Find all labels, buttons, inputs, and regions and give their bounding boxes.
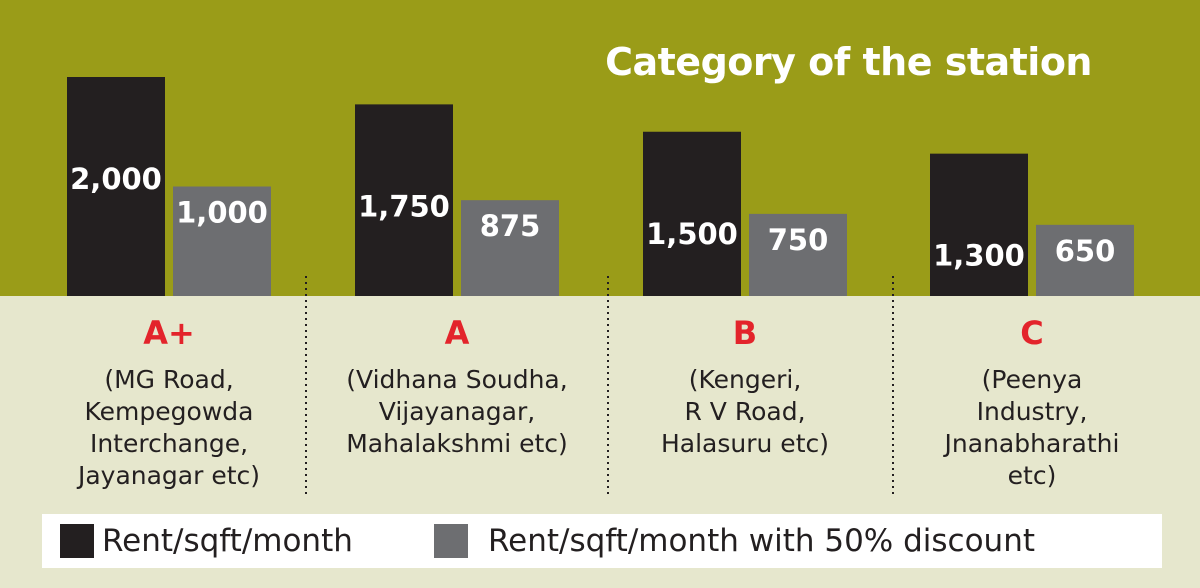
category-detail-line: (Peenya	[982, 365, 1083, 394]
bar-value-label: 1,750	[358, 189, 450, 223]
legend-label-rent: Rent/sqft/month	[102, 523, 353, 559]
category-detail-line: Industry,	[977, 397, 1088, 426]
bar-value-label: 1,500	[646, 217, 738, 251]
bar-B-series-1	[749, 213, 847, 296]
category-detail-line: Jayanagar etc)	[76, 461, 260, 490]
category-label: A+	[143, 314, 195, 352]
bar-A+-series-0	[67, 77, 165, 296]
category-label: A	[445, 314, 470, 352]
legend-swatch-discount	[434, 524, 468, 558]
bar-A-series-0	[355, 104, 453, 296]
legend-label-discount: Rent/sqft/month with 50% discount	[488, 523, 1036, 559]
bar-value-label: 1,000	[176, 196, 268, 230]
bar-value-label: 1,300	[933, 239, 1025, 273]
legend: Rent/sqft/month Rent/sqft/month with 50%…	[42, 514, 1162, 568]
legend-item-discount: Rent/sqft/month with 50% discount	[434, 514, 1035, 568]
category-detail-line: Vijayanagar,	[379, 397, 535, 426]
bar-value-label: 650	[1055, 234, 1116, 268]
category-detail-line: Interchange,	[90, 429, 248, 458]
category-detail-line: (MG Road,	[104, 365, 233, 394]
bar-A+-series-1	[173, 186, 271, 296]
bar-value-label: 750	[768, 223, 829, 257]
category-detail-line: Mahalakshmi etc)	[346, 429, 568, 458]
bar-A-series-1	[461, 200, 559, 296]
category-detail-line: Halasuru etc)	[661, 429, 829, 458]
chart-title: Category of the station	[605, 40, 1092, 84]
bar-C-series-0	[930, 153, 1028, 296]
category-detail-line: (Vidhana Soudha,	[346, 365, 567, 394]
category-detail-line: R V Road,	[684, 397, 805, 426]
category-detail-line: Jnanabharathi	[943, 429, 1120, 458]
legend-item-rent: Rent/sqft/month	[60, 514, 353, 568]
bar-value-label: 875	[480, 209, 541, 243]
category-detail-line: etc)	[1008, 461, 1057, 490]
category-label: C	[1020, 314, 1043, 352]
bar-C-series-1	[1036, 224, 1134, 296]
bar-value-label: 2,000	[70, 162, 162, 196]
category-detail-line: (Kengeri,	[689, 365, 802, 394]
legend-swatch-rent	[60, 524, 94, 558]
category-label: B	[733, 314, 757, 352]
bar-B-series-0	[643, 131, 741, 296]
category-detail-line: Kempegowda	[85, 397, 254, 426]
